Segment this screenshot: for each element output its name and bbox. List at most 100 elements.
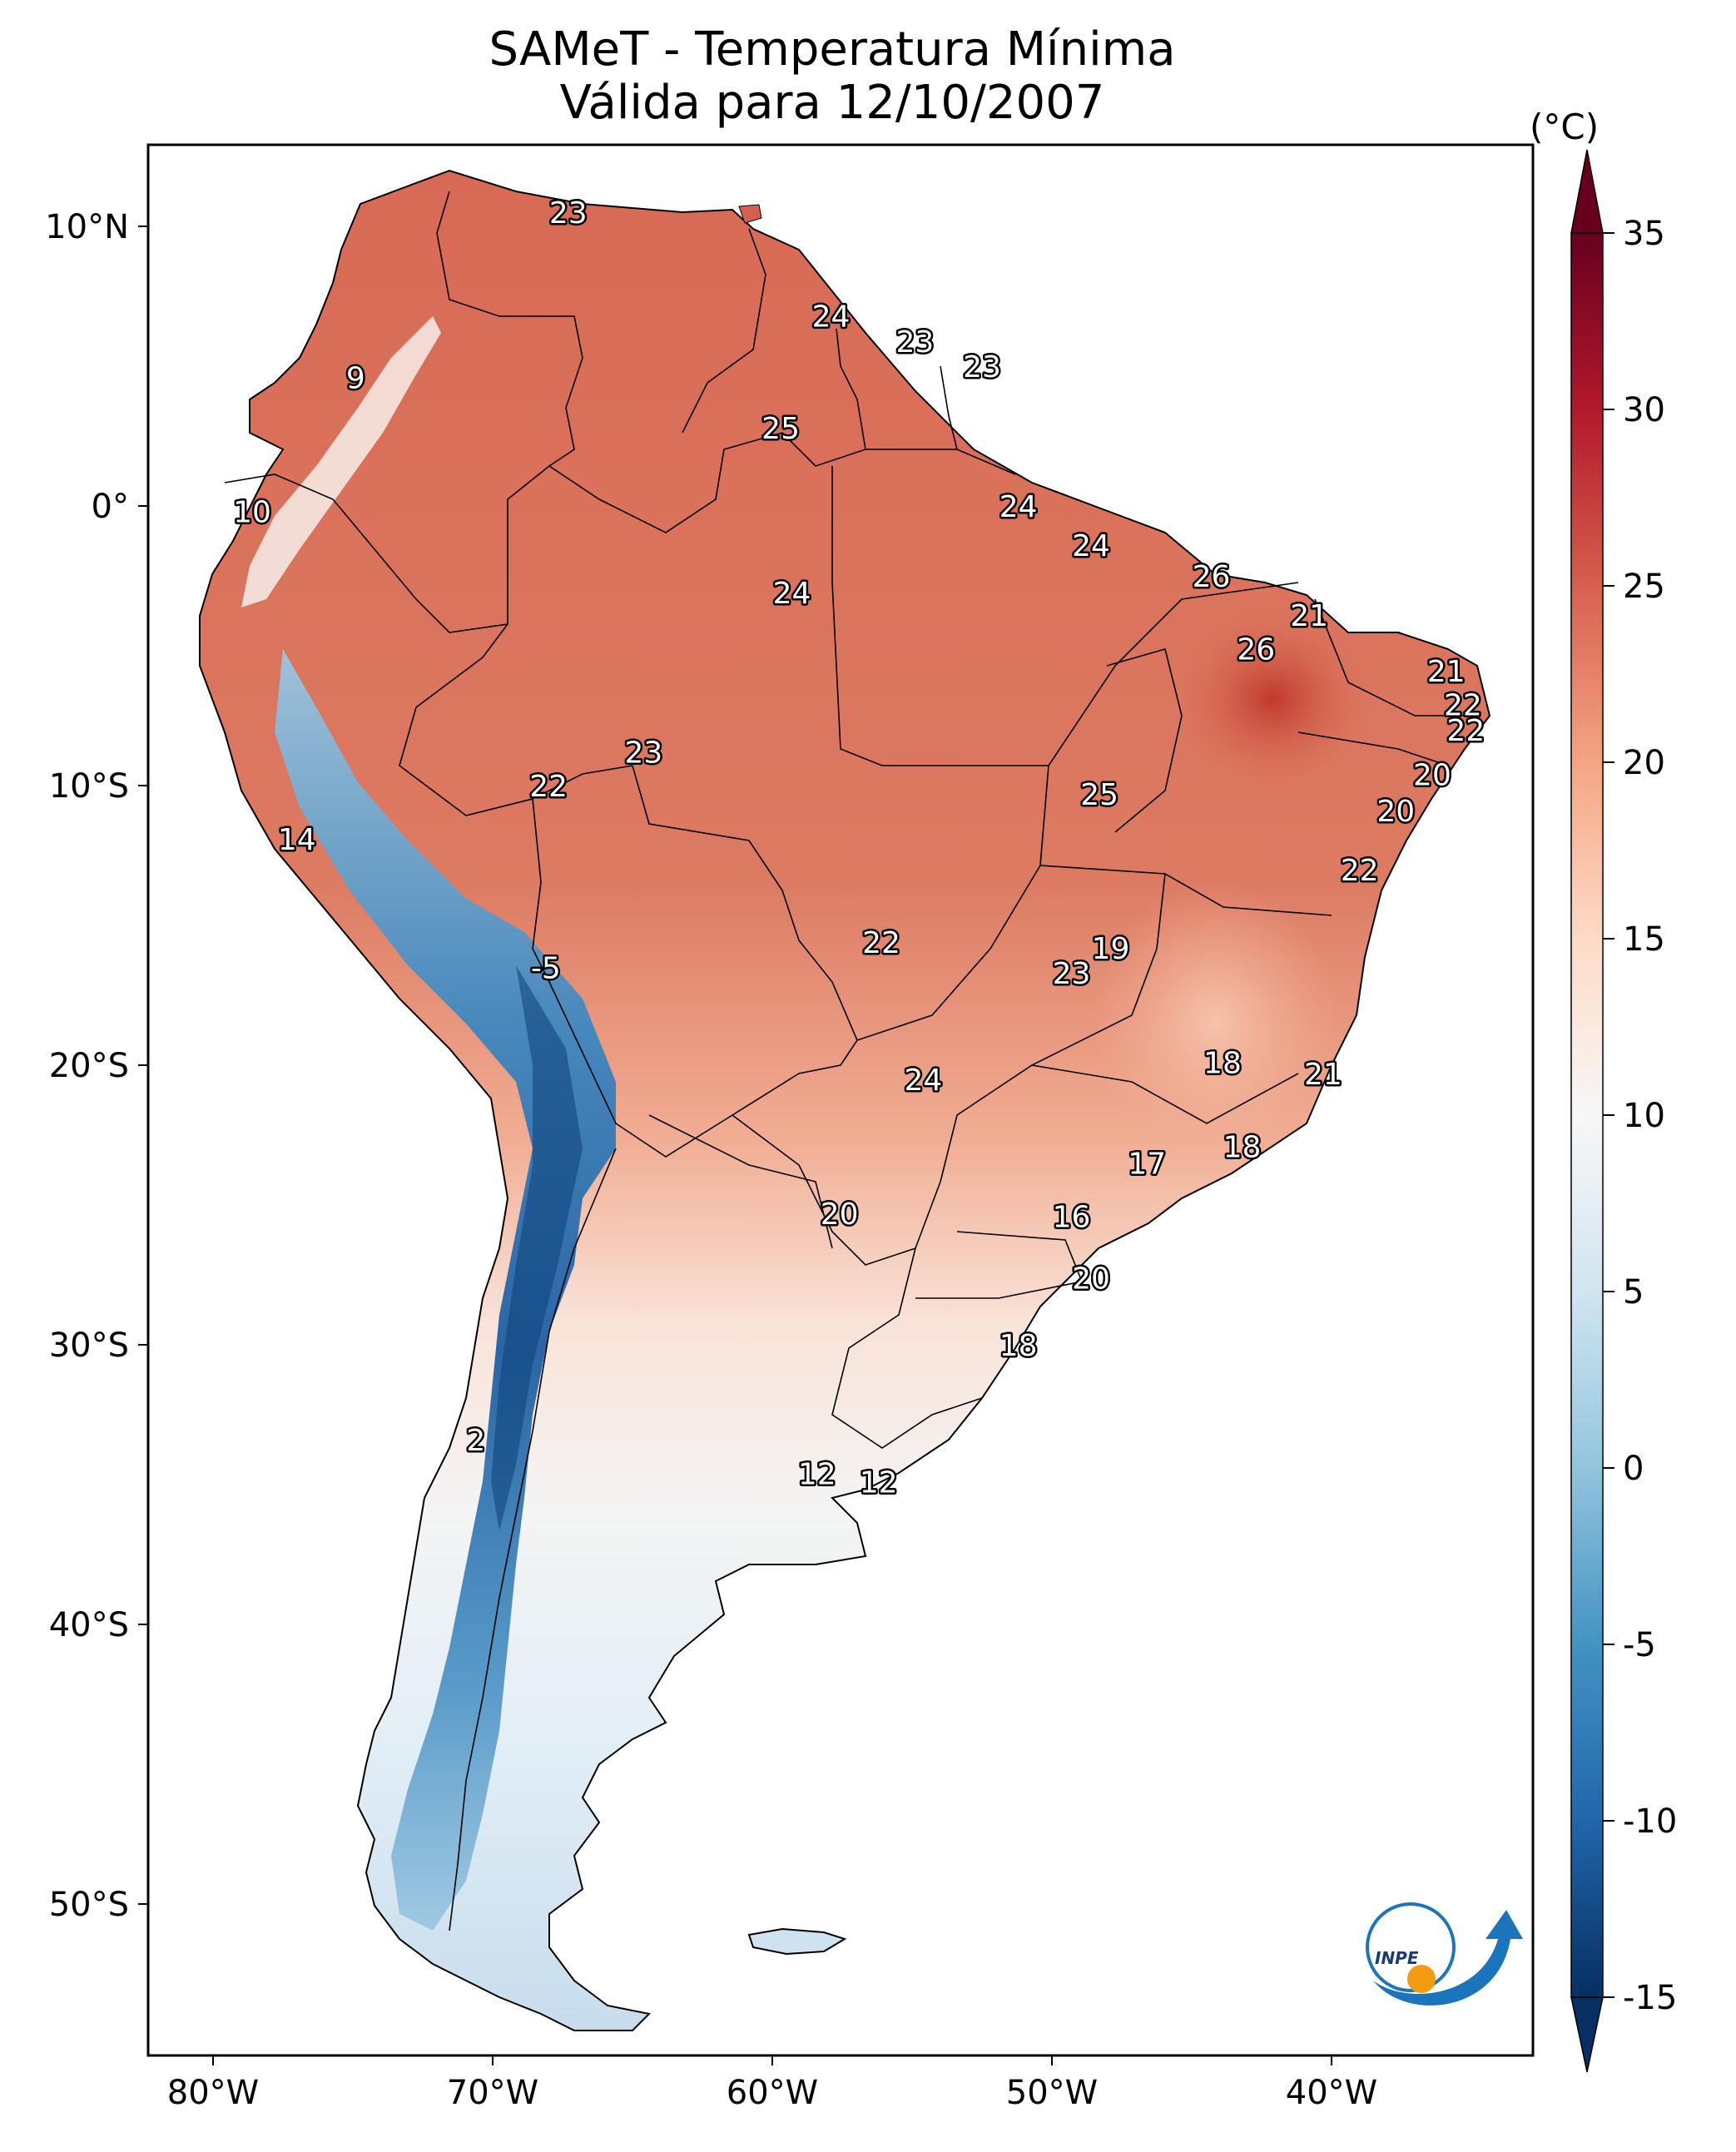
latitude-axis: 10°N 0° 10°S 20°S 30°S 40°S 50°S xyxy=(45,208,148,1924)
colorbar-bottom-extension xyxy=(1570,1996,1604,2073)
station-temp-label: 25 xyxy=(1080,778,1118,812)
lat-tick-label: 50°S xyxy=(49,1886,129,1924)
border-peru-brazil xyxy=(399,623,633,816)
lon-tick-label: 40°W xyxy=(1286,2074,1377,2112)
colorbar-tick-label: 20 xyxy=(1623,744,1665,782)
colorbar-tick-label: 15 xyxy=(1623,920,1665,959)
station-temp-label: 12 xyxy=(798,1458,836,1492)
border-state-lines-brazil-1 xyxy=(831,466,1049,766)
map-layer xyxy=(199,169,1491,2031)
border-state-lines-brazil-2 xyxy=(1048,582,1299,766)
station-temp-label: 24 xyxy=(773,577,811,611)
lon-tick-label: 50°W xyxy=(1006,2074,1098,2112)
lat-tick-label: 30°S xyxy=(49,1326,129,1365)
border-state-lines-brazil-7 xyxy=(915,1231,1084,1299)
colorbar-tick-label: 25 xyxy=(1623,568,1665,606)
border-paraguay-argentina xyxy=(732,1114,941,1266)
station-temp-label: 22 xyxy=(862,926,900,960)
colorbar-top-extension xyxy=(1570,149,1604,234)
country-borders xyxy=(224,191,1465,1931)
station-labels: 23 24 23 23 9 25 10 24 24 26 24 21 26 21 22 22 23 20 22 25 2… xyxy=(231,195,1487,1502)
border-state-lines-brazil-9 xyxy=(1314,598,1465,717)
inpe-logo: INPE xyxy=(1366,1902,1523,2006)
border-venezuela-guyana xyxy=(682,228,766,434)
colorbar-tick-label: 10 xyxy=(1623,1097,1665,1135)
lat-tick-label: 10°N xyxy=(45,208,129,246)
station-temp-label: 19 xyxy=(1092,932,1130,966)
station-temp-label: 21 xyxy=(1427,655,1466,689)
colorbar-tick-label: -15 xyxy=(1623,1979,1677,2017)
station-temp-label: 23 xyxy=(1053,957,1091,991)
station-temp-label: 22 xyxy=(1341,854,1379,888)
colorbar-gradient xyxy=(1570,232,1604,1998)
station-temp-label: 26 xyxy=(1237,632,1275,667)
longitude-axis: 80°W 70°W 60°W 50°W 40°W xyxy=(167,2055,1377,2112)
station-temp-label: 14 xyxy=(278,823,316,857)
station-temp-label: 21 xyxy=(1304,1058,1342,1092)
station-temp-label: -5 xyxy=(531,951,561,985)
station-temp-label: 26 xyxy=(1193,560,1231,594)
station-temp-label: 18 xyxy=(999,1329,1038,1363)
station-temp-label: 24 xyxy=(1072,529,1110,563)
colorbar-tick-label: -5 xyxy=(1623,1626,1656,1664)
station-temp-label: 24 xyxy=(905,1064,943,1098)
lat-tick-label: 40°S xyxy=(49,1606,129,1644)
border-state-lines-brazil-3 xyxy=(856,765,1049,1041)
title-line-2: Válida para 12/10/2007 xyxy=(559,76,1105,130)
andes-deep-cold xyxy=(491,965,583,1531)
station-temp-label: 23 xyxy=(625,736,663,771)
inpe-swoosh xyxy=(1373,1910,1523,2006)
colorbar-tick-label: 5 xyxy=(1623,1273,1644,1312)
colorbar-tick-label: 30 xyxy=(1623,391,1665,429)
border-brazil-argentina-uruguay xyxy=(831,1247,983,1449)
station-temp-label: 23 xyxy=(963,350,1001,384)
station-temp-label: 25 xyxy=(761,412,800,446)
border-bolivia-brazil xyxy=(632,765,858,1041)
station-temp-label: 18 xyxy=(1223,1130,1262,1164)
station-temp-label: 22 xyxy=(529,770,568,804)
mild-zone-southeast xyxy=(1090,882,1340,1165)
station-temp-label: 20 xyxy=(1376,795,1415,829)
station-temp-label: 23 xyxy=(549,196,588,231)
colorbar: 35 30 25 20 15 10 5 0 -5 -10 -15 xyxy=(1570,149,1677,2073)
inpe-wordmark: INPE xyxy=(1375,1948,1419,1968)
colorbar-unit: (°C) xyxy=(1530,107,1600,147)
border-colombia-venezuela xyxy=(436,191,583,467)
station-temp-label: 24 xyxy=(812,300,851,335)
border-brazil-north xyxy=(548,432,1016,533)
station-temp-label: 9 xyxy=(346,361,365,395)
station-temp-label: 20 xyxy=(1413,759,1451,793)
map-title: SAMeT - Temperatura Mínima Válida para 1… xyxy=(0,23,1664,130)
station-temp-label: 23 xyxy=(895,325,934,359)
lon-tick-label: 80°W xyxy=(167,2074,259,2112)
border-guyana-suriname xyxy=(836,328,866,450)
border-state-lines-brazil-5 xyxy=(940,873,1166,1183)
border-state-lines-brazil-6 xyxy=(1031,1064,1299,1124)
inpe-sun xyxy=(1407,1965,1436,1993)
colorbar-tick-label: -10 xyxy=(1623,1802,1677,1841)
border-state-lines-brazil-8 xyxy=(1106,648,1183,833)
station-temp-label: 20 xyxy=(821,1197,859,1232)
border-chile-argentina xyxy=(449,1148,617,1931)
hot-spot-northeast xyxy=(1173,607,1373,791)
station-temp-label: 12 xyxy=(860,1466,898,1500)
lon-tick-label: 70°W xyxy=(447,2074,538,2112)
border-state-lines-brazil-4 xyxy=(1039,865,1332,916)
title-line-1: SAMeT - Temperatura Mínima xyxy=(489,22,1176,77)
border-colombia-ecuador-peru xyxy=(224,465,550,633)
station-temp-label: 2 xyxy=(466,1424,485,1458)
border-suriname-guiana xyxy=(940,365,958,450)
colorbar-tick-label: 0 xyxy=(1623,1450,1644,1488)
border-argentina-provinces xyxy=(648,1114,833,1249)
station-temp-label: 21 xyxy=(1290,599,1328,633)
south-america-land xyxy=(199,169,1491,2031)
station-temp-label: 24 xyxy=(999,490,1038,524)
colorbar-tick-label: 35 xyxy=(1623,215,1665,253)
border-state-lines-brazil-10 xyxy=(1297,731,1449,766)
lat-tick-label: 20°S xyxy=(49,1047,129,1085)
border-peru-bolivia xyxy=(532,798,550,983)
station-temp-label: 18 xyxy=(1203,1047,1242,1081)
station-temp-label: 17 xyxy=(1128,1148,1166,1182)
station-temp-label: 10 xyxy=(233,496,271,530)
